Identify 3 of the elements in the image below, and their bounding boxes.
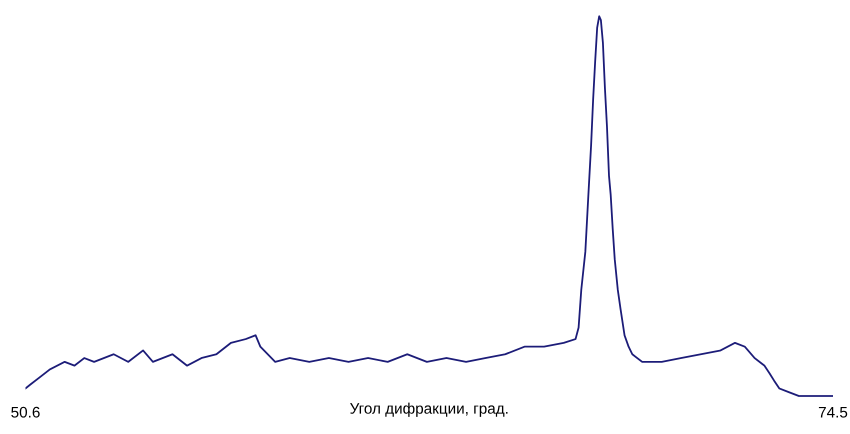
x-tick-label: 50.6 — [11, 406, 40, 418]
x-tick-label: 74.5 — [818, 406, 848, 418]
x-axis-title: Угол дифракции, град. — [350, 402, 508, 417]
